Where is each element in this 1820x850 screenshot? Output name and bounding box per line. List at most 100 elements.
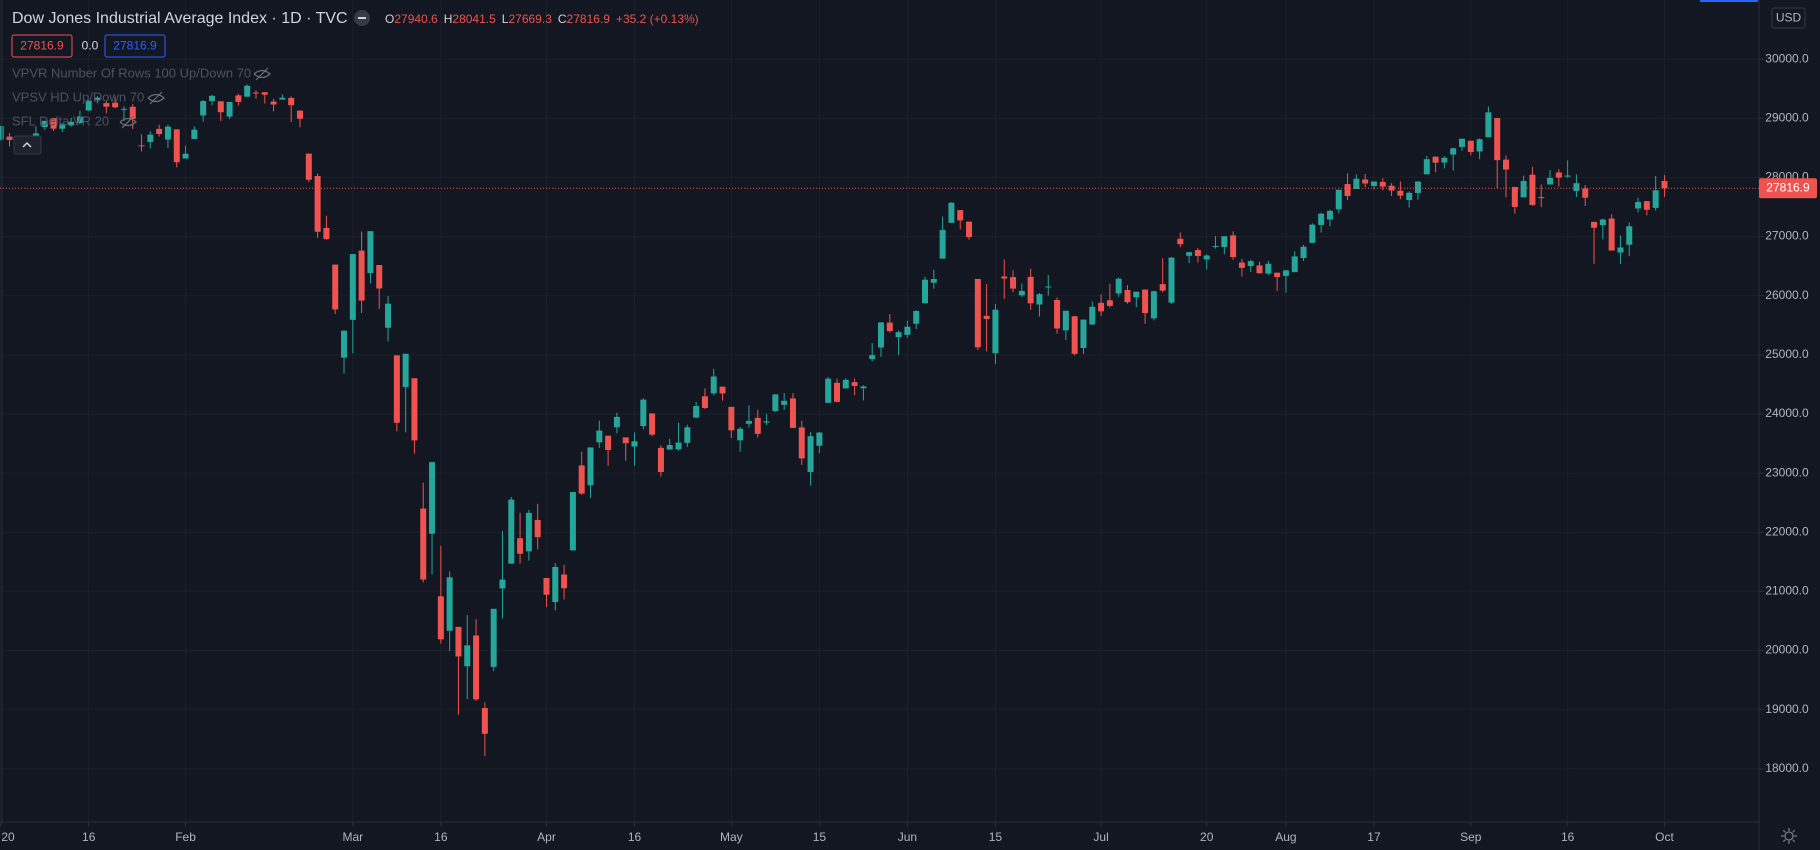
eye-icons[interactable] bbox=[119, 67, 271, 129]
candle-body bbox=[1168, 257, 1175, 303]
candle-body bbox=[605, 435, 612, 451]
candle-body bbox=[129, 106, 136, 119]
candle-body bbox=[437, 596, 444, 640]
candle-body bbox=[112, 102, 119, 108]
x-tick-label: Jul bbox=[1093, 830, 1108, 844]
candle-body bbox=[1458, 138, 1465, 147]
candle-body bbox=[640, 399, 647, 427]
candle-body bbox=[860, 386, 867, 389]
candle-body bbox=[789, 398, 796, 428]
toggle-button[interactable] bbox=[354, 10, 370, 26]
candle-body bbox=[728, 406, 735, 431]
candle-body bbox=[1247, 261, 1254, 267]
candle-body bbox=[103, 103, 110, 107]
candle-body bbox=[1362, 179, 1369, 184]
candle-body bbox=[191, 129, 198, 139]
candle-body bbox=[490, 608, 497, 667]
x-tick-label: 16 bbox=[628, 830, 642, 844]
x-tick-label: Apr bbox=[537, 830, 556, 844]
candle-body bbox=[1142, 289, 1149, 314]
candle-body bbox=[1300, 246, 1307, 258]
currency-box[interactable] bbox=[1771, 7, 1806, 29]
candle-body bbox=[279, 97, 286, 100]
candle-body bbox=[833, 382, 840, 402]
candle-body bbox=[1379, 181, 1386, 187]
candle-body bbox=[525, 512, 532, 552]
candle-body bbox=[1318, 213, 1325, 225]
candle-body bbox=[992, 309, 999, 354]
candle-body bbox=[825, 378, 832, 403]
candle-body bbox=[358, 250, 365, 301]
candle-body bbox=[1564, 175, 1571, 177]
candle-body bbox=[701, 396, 708, 408]
candle-body bbox=[1124, 290, 1131, 303]
x-tick-label: Sep bbox=[1460, 830, 1482, 844]
indicator-label[interactable]: VPVR Number Of Rows 100 Up/Down 70 bbox=[12, 65, 251, 80]
collapse-button[interactable] bbox=[13, 135, 42, 155]
candle-body bbox=[1115, 278, 1122, 294]
x-tick-label: 16 bbox=[82, 830, 96, 844]
bid-box[interactable] bbox=[11, 34, 73, 58]
x-tick-label: 17 bbox=[1367, 830, 1381, 844]
candle-body bbox=[569, 492, 576, 551]
candle-body bbox=[816, 432, 823, 446]
indicator-label[interactable]: VPSV HD Up/Down 70 bbox=[12, 89, 144, 104]
y-tick-label: 26000.0 bbox=[1765, 288, 1809, 302]
candle-body bbox=[1414, 181, 1421, 194]
candle-body bbox=[1547, 177, 1554, 185]
candle-body bbox=[1309, 224, 1316, 243]
candle-body bbox=[402, 353, 409, 388]
candle-body bbox=[217, 101, 224, 113]
candle-body bbox=[561, 574, 568, 589]
candle-body bbox=[1423, 159, 1430, 175]
candle-body bbox=[798, 427, 805, 459]
candle-body bbox=[446, 577, 453, 631]
candle-body bbox=[922, 279, 929, 304]
candle-body bbox=[1397, 190, 1404, 196]
candle-body bbox=[1001, 276, 1008, 279]
settings-icon[interactable] bbox=[1781, 828, 1797, 844]
candle-body bbox=[842, 379, 849, 389]
candle-body bbox=[1212, 246, 1219, 248]
y-tick-label: 18000.0 bbox=[1765, 761, 1809, 775]
y-tick-label: 25000.0 bbox=[1765, 347, 1809, 361]
candle-body bbox=[1503, 159, 1510, 170]
candle-body bbox=[517, 538, 524, 554]
x-tick-label: May bbox=[720, 830, 743, 844]
candle-body bbox=[1018, 290, 1025, 296]
candle-body bbox=[1582, 188, 1589, 198]
candle-body bbox=[270, 101, 277, 105]
bid-price: 27816.9 bbox=[20, 39, 64, 53]
ohlc-label: H bbox=[444, 12, 453, 26]
candle-body bbox=[1529, 174, 1536, 205]
candle-body bbox=[156, 128, 163, 135]
candle-body bbox=[1203, 255, 1210, 260]
candle-body bbox=[41, 120, 48, 128]
candle-body bbox=[684, 427, 691, 443]
candle-body bbox=[719, 386, 726, 394]
candle-body bbox=[1591, 221, 1598, 228]
candle-body bbox=[200, 101, 207, 116]
candle-body bbox=[481, 707, 488, 734]
candle-body bbox=[305, 153, 312, 180]
y-tick-label: 20000.0 bbox=[1765, 643, 1809, 657]
candle-body bbox=[1098, 302, 1105, 312]
candle-body bbox=[1608, 218, 1615, 251]
indicator-label[interactable]: SFL Delta VR 20 bbox=[12, 113, 109, 128]
y-tick-label: 22000.0 bbox=[1765, 524, 1809, 538]
candle-body bbox=[473, 635, 480, 700]
y-tick-label: 19000.0 bbox=[1765, 702, 1809, 716]
candle-body bbox=[120, 108, 127, 110]
x-tick-label: Oct bbox=[1655, 830, 1674, 844]
candle-body bbox=[631, 441, 638, 447]
candle-body bbox=[1150, 291, 1157, 319]
x-tick-label: 20 bbox=[1200, 830, 1214, 844]
candle-body bbox=[1406, 192, 1413, 201]
candle-body bbox=[1335, 189, 1342, 210]
candle-body bbox=[1370, 181, 1377, 187]
spread: 0.0 bbox=[82, 39, 99, 53]
ask-box[interactable] bbox=[104, 34, 166, 58]
symbol-title[interactable]: Dow Jones Industrial Average Index · 1D … bbox=[12, 10, 348, 27]
